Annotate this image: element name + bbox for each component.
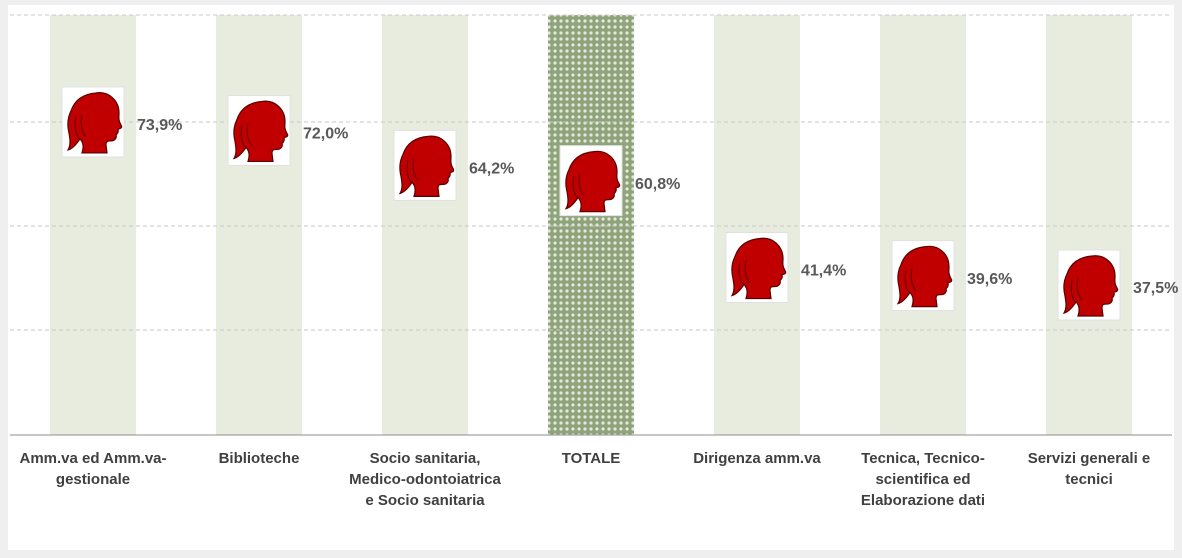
value-label: 60,8% <box>635 176 680 193</box>
value-label: 72,0% <box>303 126 348 143</box>
woman-icon <box>1062 255 1119 317</box>
icon-detail <box>74 114 87 140</box>
icon-detail <box>572 173 585 199</box>
icon-detail <box>904 268 917 294</box>
column-pattern <box>548 15 634 435</box>
icon-detail <box>406 158 419 183</box>
icon-detail <box>1070 277 1083 303</box>
pictogram <box>891 240 955 312</box>
column <box>714 15 800 435</box>
column <box>216 15 302 435</box>
value-label: 73,9% <box>137 117 182 134</box>
woman-icon <box>896 245 953 308</box>
x-tick-label: Amm.va ed Amm.va-gestionale <box>19 450 167 488</box>
icon-detail <box>738 260 751 285</box>
value-label: 39,6% <box>967 271 1012 288</box>
pictogram <box>227 94 291 166</box>
column <box>1046 15 1132 435</box>
x-tick-label: Biblioteche <box>218 450 300 467</box>
column <box>880 15 966 435</box>
pictogram <box>61 86 125 158</box>
pictogram <box>559 145 623 217</box>
woman-icon <box>564 150 621 213</box>
icon-detail <box>240 123 253 148</box>
x-tick-label: TOTALE <box>561 450 621 467</box>
woman-icon <box>66 92 123 154</box>
x-tick-label: Tecnica, Tecnico-scientifica ed Elaboraz… <box>860 450 986 509</box>
value-label: 37,5% <box>1133 280 1178 297</box>
value-label: 41,4% <box>801 263 846 280</box>
woman-icon <box>398 135 455 197</box>
column <box>382 15 468 435</box>
x-tick-label: Dirigenza amm.va <box>693 450 821 467</box>
pictogram <box>393 129 457 201</box>
x-tick-label: Socio sanitaria, Medico-odontoiatrica e … <box>349 450 501 509</box>
woman-icon <box>730 237 787 300</box>
pictogram <box>1057 249 1121 321</box>
x-tick-label: Servizi generali e tecnici <box>1027 450 1151 488</box>
pictogram <box>725 232 789 304</box>
value-label: 64,2% <box>469 161 514 178</box>
woman-icon <box>232 100 289 163</box>
column <box>50 15 136 435</box>
